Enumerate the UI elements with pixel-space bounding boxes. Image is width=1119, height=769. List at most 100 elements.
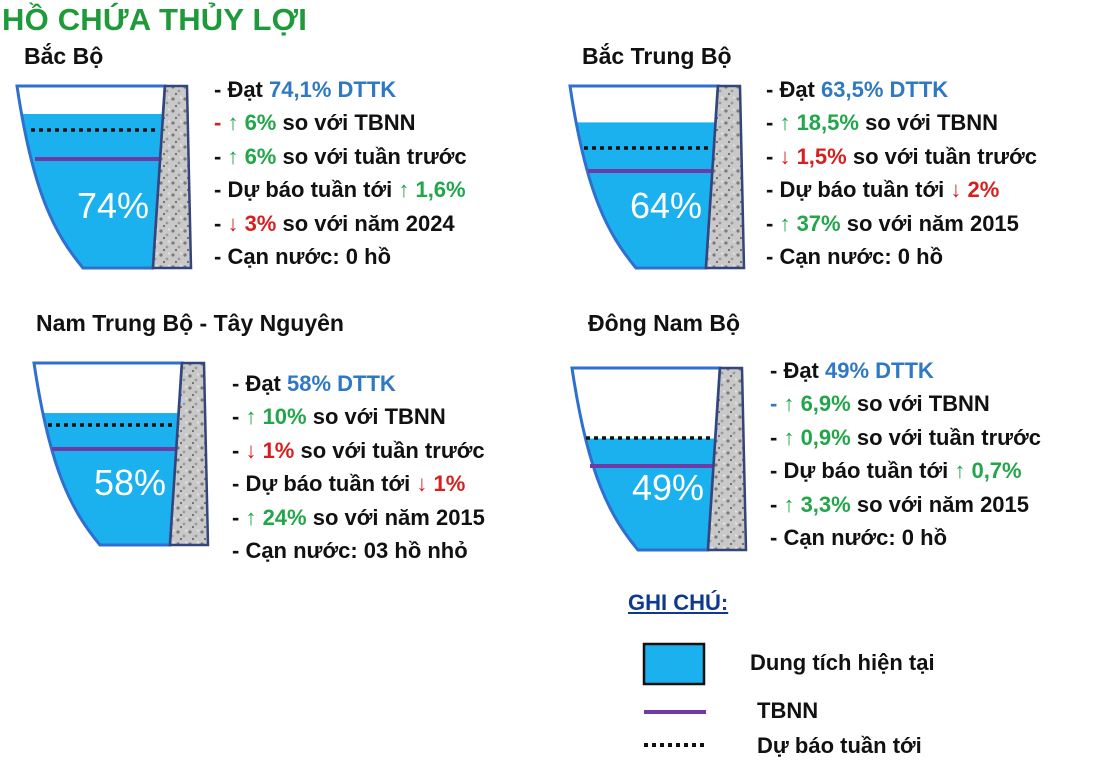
region-title: Đông Nam Bộ	[588, 310, 741, 336]
stat-prefix: -	[770, 391, 784, 417]
stat-prefix: -	[766, 110, 780, 136]
dam-wall	[168, 361, 210, 547]
stat-prefix: -	[766, 210, 780, 236]
legend-swatch-current-capacity	[642, 642, 706, 686]
stat-prefix: - Dự báo tuần tới	[214, 177, 399, 203]
stat-prefix: - Cạn nước: 0 hồ	[766, 244, 944, 270]
legend-label-forecast: Dự báo tuần tới	[757, 733, 922, 758]
stat-line: - Đạt 74,1% DTTK	[214, 73, 467, 106]
stat-part: ↑ 10%	[245, 404, 307, 430]
stat-part: 63,5% DTTK	[821, 77, 949, 102]
reservoir-outline	[568, 84, 720, 270]
stat-prefix: - Cạn nước: 03 hồ nhỏ	[232, 538, 468, 564]
stat-line: - Đạt 63,5% DTTK	[766, 73, 1037, 106]
stat-part: so với tuần trước	[850, 424, 1041, 450]
stat-prefix: -	[766, 143, 780, 169]
stat-line: - Cạn nước: 0 hồ	[770, 521, 1041, 554]
region-stats: - Đạt 74,1% DTTK - ↑ 6% so với TBNN - ↑ 6%…	[214, 73, 467, 273]
stat-part: ↓ 1,5%	[779, 143, 847, 169]
percent-label: 64%	[630, 185, 702, 226]
stat-line: - Cạn nước: 0 hồ	[766, 240, 1037, 273]
stat-part: so với TBNN	[306, 404, 446, 430]
stat-part: so với tuần trước	[846, 143, 1037, 169]
stat-part: so với tuần trước	[294, 437, 485, 463]
stat-part: ↑ 1,6%	[398, 177, 466, 203]
stat-line: - ↓ 1,5% so với tuần trước	[766, 140, 1037, 173]
stat-part: so với tuần trước	[276, 143, 467, 169]
region-stats: - Đạt 63,5% DTTK - ↑ 18,5% so với TBNN - ↓…	[766, 73, 1037, 273]
stat-line: - Dự báo tuần tới ↓ 1%	[232, 467, 485, 500]
page-title: HỒ CHỨA THỦY LỢI	[2, 2, 308, 37]
reservoir-outline	[15, 84, 167, 270]
dam-wall	[704, 84, 746, 270]
stat-part: so với năm 2015	[840, 210, 1019, 236]
stat-line: - ↓ 3% so với năm 2024	[214, 207, 467, 240]
stat-part: so với năm 2024	[276, 210, 455, 236]
legend-label-current-capacity: Dung tích hiện tại	[750, 650, 935, 675]
stat-part: ↑ 18,5%	[779, 110, 859, 136]
region-stats: - Đạt 49% DTTK - ↑ 6,9% so với TBNN - ↑ 0,…	[770, 354, 1041, 554]
legend-swatch-tbnn	[644, 710, 706, 714]
stat-prefix: - Dự báo tuần tới	[770, 458, 955, 484]
stat-part: so với TBNN	[858, 110, 999, 136]
reservoir-diagram: 74%	[15, 84, 193, 279]
reservoir-outline	[570, 366, 722, 552]
stat-prefix: -	[214, 110, 228, 136]
stat-part: so với TBNN	[850, 391, 990, 417]
stat-part: 74,1% DTTK	[269, 77, 397, 102]
stat-line: - Dự báo tuần tới ↓ 2%	[766, 173, 1037, 206]
stat-prefix: - Đạt	[214, 77, 269, 102]
stat-part: ↑ 6%	[227, 110, 277, 136]
stat-prefix: - Đạt	[770, 358, 825, 383]
percent-label: 49%	[632, 467, 704, 508]
stat-line: - Dự báo tuần tới ↑ 0,7%	[770, 454, 1041, 487]
stat-line: - ↑ 37% so với năm 2015	[766, 207, 1037, 240]
stat-prefix: -	[770, 424, 784, 450]
legend-swatch-forecast	[644, 743, 706, 747]
stat-part: ↓ 1%	[245, 437, 295, 463]
stat-line: - Cạn nước: 0 hồ	[214, 240, 467, 273]
stat-line: - Cạn nước: 03 hồ nhỏ	[232, 534, 485, 567]
stat-line: - ↑ 6,9% so với TBNN	[770, 387, 1041, 420]
stat-part: ↑ 3,3%	[783, 491, 851, 517]
stat-line: - Dự báo tuần tới ↑ 1,6%	[214, 173, 467, 206]
stat-line: - ↑ 10% so với TBNN	[232, 400, 485, 433]
region-stats: - Đạt 58% DTTK - ↑ 10% so với TBNN - ↓ 1% …	[232, 367, 485, 567]
stat-part: so với TBNN	[276, 110, 416, 136]
reservoir-diagram: 58%	[32, 361, 210, 556]
stat-line: - ↑ 24% so với năm 2015	[232, 501, 485, 534]
stat-line: - ↑ 3,3% so với năm 2015	[770, 488, 1041, 521]
region-title: Nam Trung Bộ - Tây Nguyên	[36, 310, 344, 336]
stat-part: ↑ 6%	[227, 143, 277, 169]
percent-label: 58%	[94, 462, 166, 503]
reservoir-diagram: 49%	[570, 366, 748, 561]
stat-part: ↑ 0,9%	[783, 424, 851, 450]
region-title: Bắc Bộ	[24, 43, 104, 69]
stat-prefix: - Dự báo tuần tới	[766, 177, 951, 203]
stat-line: - Đạt 58% DTTK	[232, 367, 485, 400]
stat-prefix: -	[232, 437, 246, 463]
stat-prefix: -	[214, 210, 228, 236]
stat-prefix: -	[232, 504, 246, 530]
stat-prefix: - Cạn nước: 0 hồ	[770, 525, 948, 551]
stat-part: so với năm 2015	[306, 504, 485, 530]
stat-part: ↓ 1%	[416, 471, 466, 497]
stat-part: ↓ 2%	[950, 177, 1000, 203]
stat-part: ↑ 37%	[779, 210, 841, 236]
stat-part: ↑ 0,7%	[954, 458, 1022, 484]
stat-prefix: -	[214, 143, 228, 169]
reservoir-diagram: 64%	[568, 84, 746, 279]
stat-line: - ↓ 1% so với tuần trước	[232, 434, 485, 467]
stat-prefix: -	[232, 404, 246, 430]
stat-line: - ↑ 6% so với tuần trước	[214, 140, 467, 173]
percent-label: 74%	[77, 185, 149, 226]
stat-prefix: - Dự báo tuần tới	[232, 471, 417, 497]
stat-part: so với năm 2015	[850, 491, 1030, 517]
stat-part: ↑ 6,9%	[783, 391, 851, 417]
dam-wall	[151, 84, 193, 270]
stat-line: - ↑ 18,5% so với TBNN	[766, 106, 1037, 139]
stat-line: - ↑ 0,9% so với tuần trước	[770, 421, 1041, 454]
stat-line: - Đạt 49% DTTK	[770, 354, 1041, 387]
legend-label-tbnn: TBNN	[757, 698, 819, 723]
stat-part: ↑ 24%	[245, 504, 307, 530]
